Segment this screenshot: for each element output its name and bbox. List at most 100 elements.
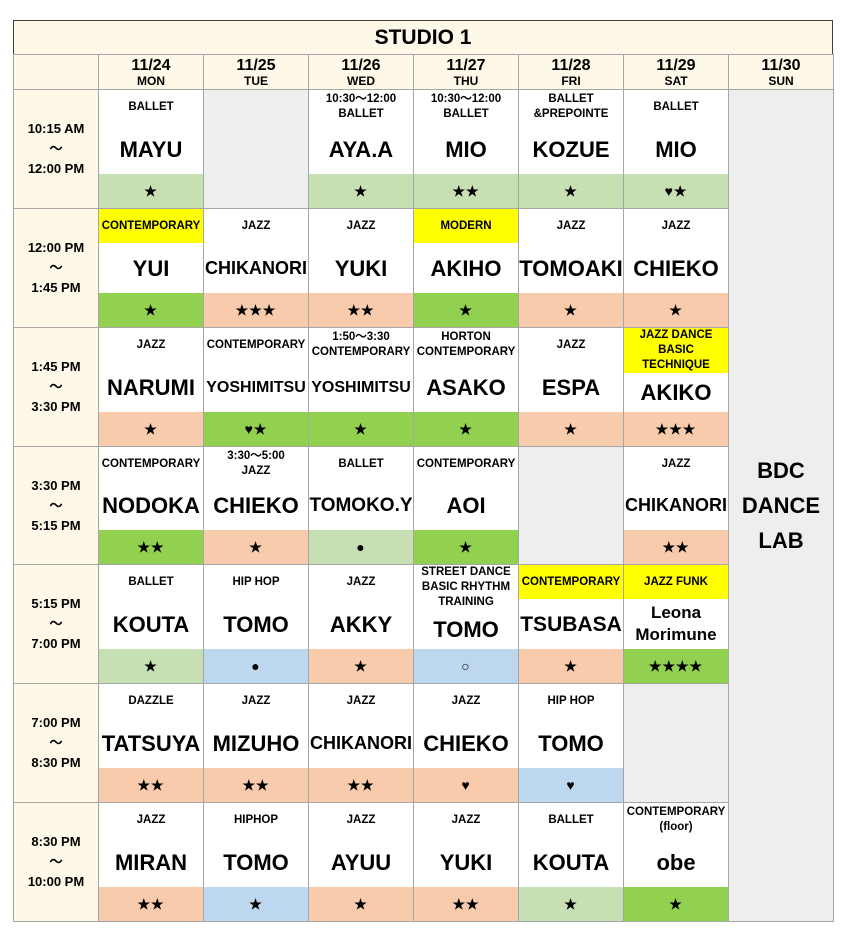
label-line: BALLET — [548, 813, 594, 826]
day-header: 11/28 FRI — [518, 54, 624, 90]
level: ● — [309, 530, 413, 564]
class-label: CONTEMPORARY — [99, 209, 203, 243]
label-line: HIPHOP — [233, 813, 279, 826]
class-cell: JAZZ YUKI ★★ — [308, 208, 414, 328]
instructor: MIZUHO — [212, 730, 300, 756]
level: ★ — [309, 649, 413, 683]
class-label: STREET DANCE BASIC RHYTHM TRAINING — [414, 565, 518, 610]
label-line: MODERN — [440, 219, 492, 232]
level: ★ — [309, 174, 413, 208]
class-cell: JAZZ TOMOAKI ★ — [518, 208, 624, 328]
instructor: MAYU — [119, 136, 183, 162]
class-label: 1:50～3:30 CONTEMPORARY — [309, 328, 413, 362]
label-line: JAZZ — [241, 465, 271, 477]
label-line: JAZZ — [241, 694, 271, 707]
label-line: BASIC TECHNIQUE — [642, 344, 710, 371]
class-label: JAZZ — [99, 803, 203, 837]
instructor: AKIHO — [430, 255, 502, 281]
label-line: HORTON — [441, 331, 491, 343]
class-cell: JAZZ CHIKANORI ★★★ — [203, 208, 309, 328]
level: ★ — [99, 293, 203, 327]
class-label: JAZZ — [414, 803, 518, 837]
time-text: 10:00 PM — [27, 874, 85, 889]
day-header: 11/24 MON — [98, 54, 204, 90]
time-text: ～ — [49, 616, 63, 631]
label-line: 3:30～5:00 — [227, 450, 285, 462]
class-label: HIP HOP — [519, 684, 623, 718]
day-header: 11/29 SAT — [623, 54, 729, 90]
label-line: BALLET — [548, 93, 594, 105]
class-label: 10:30～12:00 BALLET — [309, 90, 413, 124]
class-label: JAZZ — [519, 328, 623, 362]
time-slot: 10:15 AM ～ 12:00 PM — [13, 89, 99, 209]
label-line: BALLET — [338, 457, 384, 470]
class-label: 10:30～12:00 BALLET — [414, 90, 518, 124]
label-line: JAZZ — [451, 813, 481, 826]
time-text: 12:00 PM — [27, 240, 85, 255]
label-line: JAZZ — [136, 813, 166, 826]
time-text: 7:00 PM — [31, 715, 81, 730]
time-text: 5:15 PM — [31, 517, 81, 533]
class-cell: DAZZLE TATSUYA ★★ — [98, 683, 204, 803]
title: STUDIO 1 — [13, 20, 833, 55]
class-label: 3:30～5:00 JAZZ — [204, 447, 308, 481]
level: ♥★ — [624, 174, 728, 208]
class-cell: CONTEMPORARY YOSHIMITSU ♥★ — [203, 327, 309, 447]
class-cell: BALLET TOMOKO.Y ● — [308, 446, 414, 565]
instructor: YUKI — [439, 849, 493, 875]
class-cell: JAZZ NARUMI ★ — [98, 327, 204, 447]
class-label: JAZZ — [309, 565, 413, 599]
class-label: JAZZ — [414, 684, 518, 718]
level: ★★ — [99, 768, 203, 802]
weekday: SUN — [768, 73, 794, 88]
class-cell: JAZZ FUNK Leona Morimune ★★★★ — [623, 564, 729, 684]
label-line: JAZZ — [661, 457, 691, 470]
instructor: TOMO — [433, 617, 499, 642]
time-text: 8:30 PM — [31, 755, 81, 770]
instructor: ASAKO — [426, 374, 506, 400]
class-label: BALLET — [519, 803, 623, 837]
class-cell: HIP HOP TOMO ● — [203, 564, 309, 684]
time-text: ～ — [49, 379, 63, 394]
class-label: JAZZ — [309, 803, 413, 837]
level: ★★★ — [624, 412, 728, 446]
class-cell: 1:50～3:30 CONTEMPORARY YOSHIMITSU ★ — [308, 327, 414, 447]
instructor: YOSHIMITSU — [311, 378, 411, 396]
time-text: 5:15 PM — [31, 596, 81, 611]
label-line: BALLET — [128, 100, 174, 113]
level: ★ — [204, 887, 308, 921]
class-label: DAZZLE — [99, 684, 203, 718]
class-cell: MODERN AKIHO ★ — [413, 208, 519, 328]
instructor: CHIEKO — [423, 730, 509, 756]
time-text: 1:45 PM — [31, 359, 81, 374]
time-text: 12:00 PM — [27, 161, 85, 176]
empty-cell — [518, 446, 624, 565]
class-label: JAZZ — [204, 684, 308, 718]
time-slot: 3:30 PM ～ 5:15 PM — [13, 446, 99, 565]
label-line: CONTEMPORARY — [521, 575, 621, 588]
instructor: AYA.A — [328, 136, 394, 162]
instructor: YUI — [132, 255, 170, 281]
class-cell: HIPHOP TOMO ★ — [203, 802, 309, 922]
instructor: CHIKANORI — [625, 495, 727, 515]
level: ★ — [519, 293, 623, 327]
level: ♥★ — [204, 412, 308, 446]
instructor: YOSHIMITSU — [206, 378, 306, 396]
day-header: 11/25 TUE — [203, 54, 309, 90]
label-line: JAZZ — [661, 219, 691, 232]
time-slot: 7:00 PM ～ 8:30 PM — [13, 683, 99, 803]
label-line: JAZZ — [346, 813, 376, 826]
time-text: 10:15 AM — [27, 121, 85, 136]
class-label: CONTEMPORARY — [204, 328, 308, 362]
class-cell: JAZZ YUKI ★★ — [413, 802, 519, 922]
label-line: JAZZ DANCE — [639, 329, 713, 341]
instructor: TOMO — [223, 611, 289, 637]
label-line: CONTEMPORARY — [311, 346, 411, 358]
class-cell: 3:30～5:00 JAZZ CHIEKO ★ — [203, 446, 309, 565]
class-cell: CONTEMPORARY AOI ★ — [413, 446, 519, 565]
instructor: AOI — [446, 493, 486, 518]
label-line: CONTEMPORARY — [416, 346, 516, 358]
level: ★ — [309, 412, 413, 446]
